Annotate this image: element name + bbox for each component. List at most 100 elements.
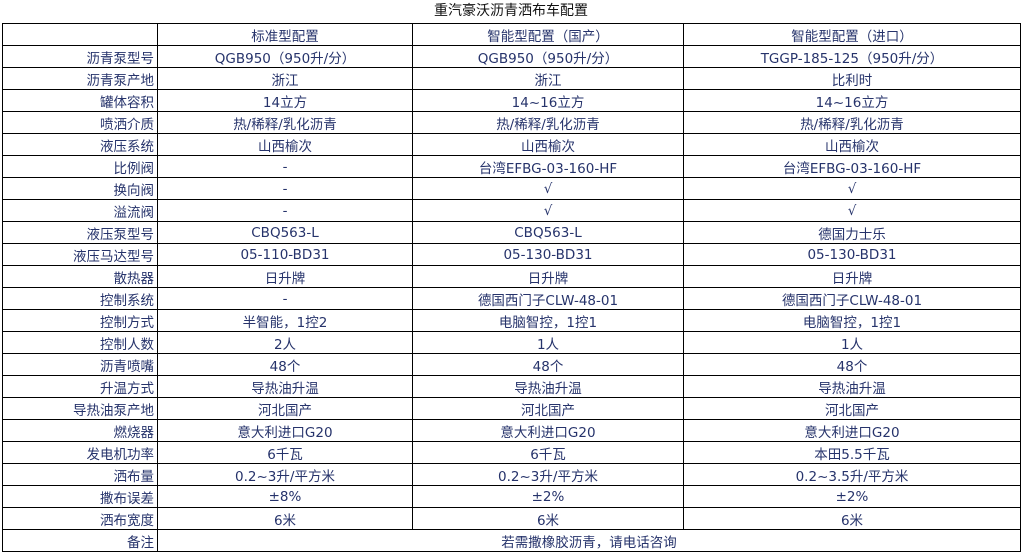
table-row: 比例阀 - 台湾EFBG-03-160-HF 台湾EFBG-03-160-HF <box>2 155 1021 178</box>
cell-value: ±2% <box>683 485 1021 508</box>
cell-value: 日升牌 <box>157 265 413 288</box>
row-label: 控制系统 <box>2 287 158 310</box>
table-row: 导热油泵产地 河北国产 河北国产 河北国产 <box>2 397 1021 420</box>
cell-value: 热/稀释/乳化沥青 <box>683 111 1021 134</box>
table-row: 沥青泵型号 QGB950（950升/分） QGB950（950升/分） TGGP-18… <box>2 45 1021 68</box>
row-label: 溢流阀 <box>2 199 158 222</box>
row-label: 液压泵型号 <box>2 221 158 244</box>
cell-value: 山西榆次 <box>157 133 413 156</box>
row-label: 散热器 <box>2 265 158 288</box>
table-row: 液压马达型号 05-110-BD31 05-130-BD31 05-130-BD31 <box>2 243 1021 266</box>
cell-value: 热/稀释/乳化沥青 <box>412 111 684 134</box>
cell-value: 河北国产 <box>157 397 413 420</box>
row-label: 换向阀 <box>2 177 158 200</box>
cell-value: 电脑智控，1控1 <box>412 309 684 332</box>
table-row: 洒布量 0.2~3升/平方米 0.2~3升/平方米 0.2~3.5升/平方米 <box>2 463 1021 486</box>
table-row: 喷洒介质 热/稀释/乳化沥青 热/稀释/乳化沥青 热/稀释/乳化沥青 <box>2 111 1021 134</box>
table-row: 散热器 日升牌 日升牌 日升牌 <box>2 265 1021 288</box>
cell-value: - <box>157 177 413 200</box>
table-row: 罐体容积 14立方 14~16立方 14~16立方 <box>2 89 1021 112</box>
cell-value: 德国西门子CLW-48-01 <box>412 287 684 310</box>
cell-value: 河北国产 <box>683 397 1021 420</box>
header-corner-cell <box>2 23 158 46</box>
cell-value: ±2% <box>412 485 684 508</box>
cell-value: 台湾EFBG-03-160-HF <box>683 155 1021 178</box>
cell-value: 05-130-BD31 <box>412 243 684 266</box>
cell-value: 导热油升温 <box>683 375 1021 398</box>
cell-value: 德国西门子CLW-48-01 <box>683 287 1021 310</box>
cell-value: 0.2~3升/平方米 <box>157 463 413 486</box>
cell-value: QGB950（950升/分） <box>412 45 684 68</box>
cell-value: 1人 <box>683 331 1021 354</box>
footer-note: 若需撒橡胶沥青，请电话咨询 <box>157 529 1021 552</box>
cell-value: 48个 <box>412 353 684 376</box>
table-row: 控制系统 - 德国西门子CLW-48-01 德国西门子CLW-48-01 <box>2 287 1021 310</box>
row-label: 沥青喷嘴 <box>2 353 158 376</box>
cell-value: QGB950（950升/分） <box>157 45 413 68</box>
cell-value: 1人 <box>412 331 684 354</box>
spec-table: 标准型配置 智能型配置（国产） 智能型配置（进口） 沥青泵型号 QGB950（95… <box>2 23 1021 552</box>
cell-value: 14~16立方 <box>683 89 1021 112</box>
table-row: 控制人数 2人 1人 1人 <box>2 331 1021 354</box>
row-label: 洒布量 <box>2 463 158 486</box>
table-row: 撒布误差 ±8% ±2% ±2% <box>2 485 1021 508</box>
row-label: 液压马达型号 <box>2 243 158 266</box>
cell-value: 6米 <box>683 507 1021 530</box>
cell-value: 河北国产 <box>412 397 684 420</box>
cell-value: ±8% <box>157 485 413 508</box>
row-label: 液压系统 <box>2 133 158 156</box>
table-row: 发电机功率 6千瓦 6千瓦 本田5.5千瓦 <box>2 441 1021 464</box>
cell-value: 6千瓦 <box>412 441 684 464</box>
row-label: 控制人数 <box>2 331 158 354</box>
cell-value: 意大利进口G20 <box>412 419 684 442</box>
cell-value: 浙江 <box>412 67 684 90</box>
page-title: 重汽豪沃沥青洒布车配置 <box>434 3 588 19</box>
cell-value: 48个 <box>157 353 413 376</box>
cell-value: √ <box>683 199 1021 222</box>
cell-value: 日升牌 <box>683 265 1021 288</box>
cell-value: 日升牌 <box>412 265 684 288</box>
row-label: 燃烧器 <box>2 419 158 442</box>
cell-value: 05-110-BD31 <box>157 243 413 266</box>
cell-value: 浙江 <box>157 67 413 90</box>
row-label: 洒布宽度 <box>2 507 158 530</box>
cell-value: 电脑智控，1控1 <box>683 309 1021 332</box>
cell-value: √ <box>683 177 1021 200</box>
cell-value: - <box>157 199 413 222</box>
table-body: 沥青泵型号 QGB950（950升/分） QGB950（950升/分） TGGP-18… <box>2 45 1021 530</box>
cell-value: 德国力士乐 <box>683 221 1021 244</box>
cell-value: 2人 <box>157 331 413 354</box>
table-row: 燃烧器 意大利进口G20 意大利进口G20 意大利进口G20 <box>2 419 1021 442</box>
cell-value: 0.2~3升/平方米 <box>412 463 684 486</box>
cell-value: CBQ563-L <box>157 221 413 244</box>
cell-value: TGGP-185-125（950升/分） <box>683 45 1021 68</box>
cell-value: CBQ563-L <box>412 221 684 244</box>
header-row: 标准型配置 智能型配置（国产） 智能型配置（进口） <box>2 23 1021 46</box>
row-label: 撒布误差 <box>2 485 158 508</box>
row-label: 比例阀 <box>2 155 158 178</box>
row-label: 罐体容积 <box>2 89 158 112</box>
header-smart-import-config: 智能型配置（进口） <box>683 23 1021 46</box>
footer-row: 备注 若需撒橡胶沥青，请电话咨询 <box>2 529 1021 552</box>
cell-value: 意大利进口G20 <box>683 419 1021 442</box>
cell-value: 6米 <box>412 507 684 530</box>
cell-value: - <box>157 287 413 310</box>
cell-value: 48个 <box>683 353 1021 376</box>
table-row: 液压泵型号 CBQ563-L CBQ563-L 德国力士乐 <box>2 221 1021 244</box>
cell-value: 6千瓦 <box>157 441 413 464</box>
cell-value: √ <box>412 177 684 200</box>
row-label: 喷洒介质 <box>2 111 158 134</box>
row-label: 控制方式 <box>2 309 158 332</box>
cell-value: 导热油升温 <box>157 375 413 398</box>
header-smart-domestic-config: 智能型配置（国产） <box>412 23 684 46</box>
row-label: 沥青泵型号 <box>2 45 158 68</box>
cell-value: 山西榆次 <box>412 133 684 156</box>
table-row: 洒布宽度 6米 6米 6米 <box>2 507 1021 530</box>
row-label: 导热油泵产地 <box>2 397 158 420</box>
cell-value: 05-130-BD31 <box>683 243 1021 266</box>
cell-value: √ <box>412 199 684 222</box>
table-row: 升温方式 导热油升温 导热油升温 导热油升温 <box>2 375 1021 398</box>
cell-value: 0.2~3.5升/平方米 <box>683 463 1021 486</box>
cell-value: 6米 <box>157 507 413 530</box>
